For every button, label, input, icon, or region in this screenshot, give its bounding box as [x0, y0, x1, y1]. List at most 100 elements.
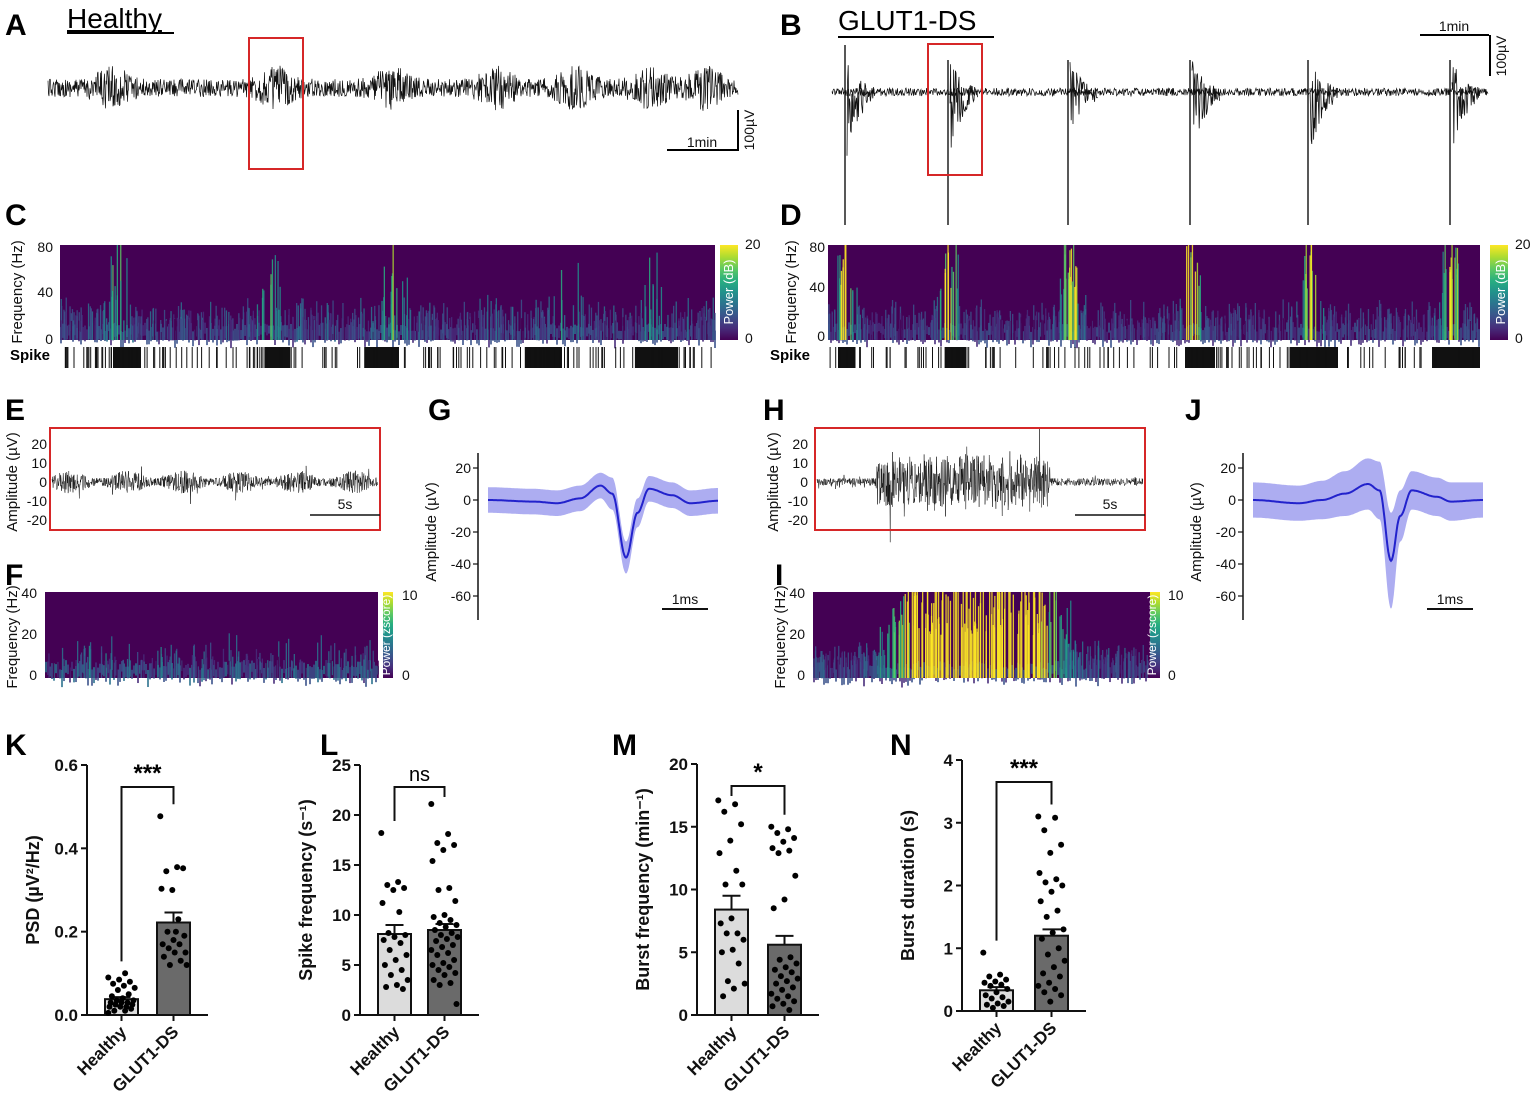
spectrogram-streak — [956, 288, 958, 340]
data-point — [175, 916, 182, 923]
data-point — [399, 986, 406, 992]
spectrogram-streak — [829, 313, 831, 340]
spectrogram-streak — [1159, 308, 1161, 340]
spectrogram-streak — [328, 319, 330, 340]
spectrogram-streak — [353, 319, 355, 340]
spectrogram-streak — [547, 307, 549, 340]
data-point — [1041, 989, 1048, 996]
spectrogram-streak — [564, 315, 566, 340]
spectrogram-streak — [914, 314, 916, 340]
spectrogram-streak — [77, 641, 79, 678]
low-frequency-band — [266, 324, 268, 336]
spectrogram-streak — [888, 315, 890, 340]
low-frequency-band — [568, 328, 570, 340]
spectrogram-streak — [270, 274, 272, 340]
spectrogram-streak — [813, 658, 815, 678]
y-axis-label: PSD (µV²/Hz) — [23, 835, 43, 944]
low-frequency-band — [946, 328, 948, 343]
spectrogram-streak — [1074, 640, 1076, 678]
y-tick-label: 0.4 — [54, 839, 78, 858]
spectrogram-streak — [631, 315, 633, 340]
y-tick-label: 0 — [944, 1002, 953, 1021]
spectrogram-streak — [103, 310, 105, 340]
low-frequency-band — [1116, 328, 1118, 340]
spectrogram-streak — [929, 631, 931, 678]
spectrogram-streak — [122, 659, 124, 678]
low-frequency-band — [318, 324, 320, 336]
low-frequency-band — [702, 325, 704, 342]
spectrogram-streak — [1128, 652, 1131, 678]
low-frequency-band — [73, 668, 75, 683]
spectrogram-streak — [628, 320, 630, 340]
low-frequency-band — [118, 325, 120, 335]
low-frequency-band — [1292, 322, 1294, 338]
spectrogram-streak — [390, 291, 392, 340]
spectrogram-streak — [329, 313, 331, 340]
spike-burst-block — [636, 347, 678, 368]
colorbar-tick: 10 — [402, 587, 418, 603]
low-frequency-band — [1019, 664, 1021, 674]
low-frequency-band — [943, 662, 945, 681]
low-frequency-band — [632, 326, 634, 336]
data-point — [451, 842, 458, 848]
spectrogram-streak — [1148, 320, 1151, 340]
low-frequency-band — [192, 331, 194, 347]
y-tick-label: 25 — [332, 756, 351, 775]
low-frequency-band — [1418, 322, 1420, 340]
spectrogram-streak — [1118, 320, 1120, 340]
low-frequency-band — [307, 664, 309, 678]
low-frequency-band — [283, 660, 285, 674]
data-point — [166, 962, 173, 968]
data-point — [1042, 879, 1049, 886]
colorbar-tick: 20 — [745, 236, 761, 252]
spectrogram-streak — [169, 656, 171, 678]
y-tick: 40 — [789, 585, 805, 601]
spectrogram-streak — [369, 640, 371, 678]
low-frequency-band — [79, 661, 81, 677]
y-tick: -60 — [1216, 588, 1236, 604]
low-frequency-band — [616, 322, 618, 339]
spectrogram-streak — [584, 314, 586, 340]
spectrogram-streak — [1254, 303, 1256, 340]
spectrogram-streak — [840, 657, 842, 678]
spectrogram-streak — [105, 653, 107, 678]
low-frequency-band — [49, 666, 51, 677]
scale-bar-amp-label: 100µV — [1493, 35, 1509, 76]
spectrogram-streak — [815, 646, 817, 678]
spectrogram-streak — [507, 320, 510, 340]
spectrogram-streak — [856, 287, 858, 340]
spectrogram-streak — [1328, 307, 1330, 340]
y-tick: -40 — [451, 556, 471, 572]
spectrogram-streak — [1066, 608, 1068, 678]
significance-label: ns — [409, 764, 430, 786]
data-point — [777, 973, 784, 980]
spectrogram-streak — [1066, 659, 1069, 678]
low-frequency-band — [1382, 331, 1384, 340]
spectrogram-streak — [1098, 647, 1100, 678]
low-frequency-band — [839, 664, 841, 679]
spectrogram-streak — [87, 656, 89, 678]
spectrogram-streak — [1212, 310, 1214, 340]
spectrogram-streak — [992, 317, 994, 340]
low-frequency-band — [93, 667, 95, 684]
spectrogram-streak — [1457, 263, 1459, 340]
spectrogram-streak — [134, 317, 136, 340]
spectrogram-streak — [100, 646, 103, 678]
spectrogram-streak — [630, 318, 632, 340]
spectrogram-streak — [887, 314, 890, 340]
colorbar-tick: 20 — [1515, 236, 1531, 252]
y-tick-label: 4 — [944, 751, 954, 770]
low-frequency-band — [954, 325, 956, 338]
low-frequency-band — [884, 328, 886, 339]
spectrogram-streak — [1077, 657, 1080, 678]
data-point — [1047, 849, 1054, 856]
data-point — [447, 917, 454, 923]
spectrogram-streak — [1199, 275, 1201, 340]
spectrogram-streak — [540, 317, 542, 340]
low-frequency-band — [666, 326, 668, 340]
panel-label-g: G — [428, 394, 451, 427]
data-point — [402, 932, 409, 938]
spectrogram-streak — [161, 657, 163, 678]
low-frequency-band — [951, 666, 953, 678]
